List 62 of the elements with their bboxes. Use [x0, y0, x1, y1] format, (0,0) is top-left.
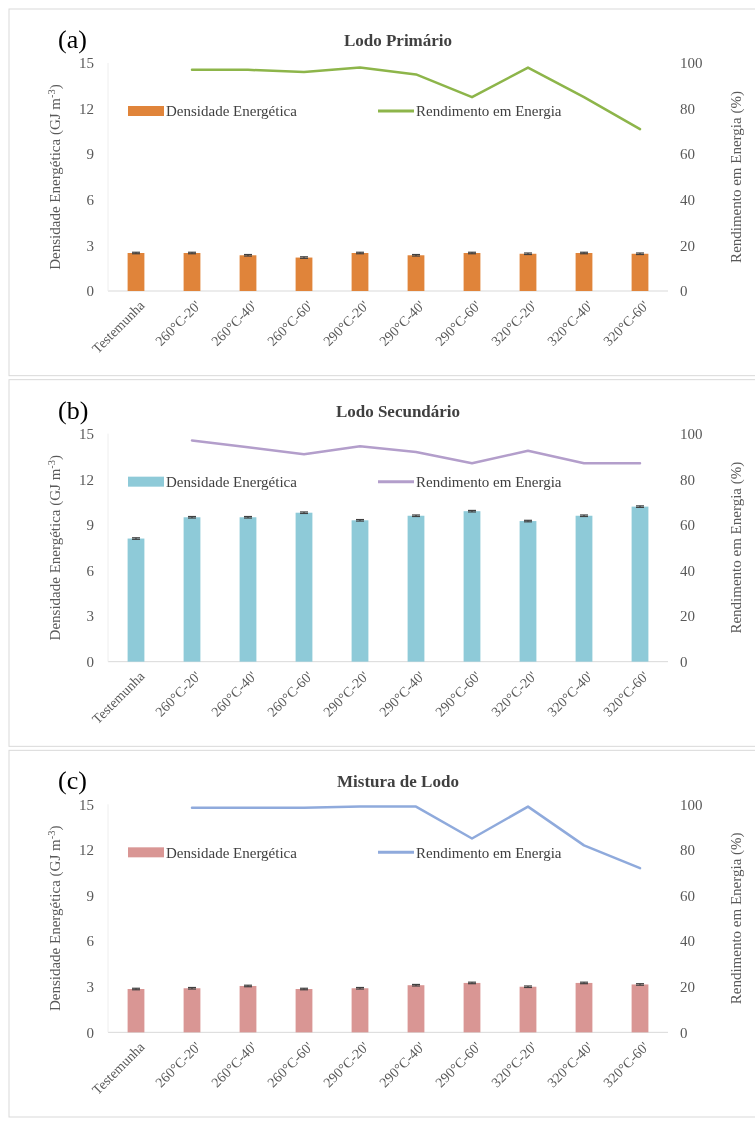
- bar: [183, 517, 201, 662]
- bar: [463, 511, 481, 662]
- y2-tick-label: 20: [680, 237, 695, 254]
- y2-tick-label: 20: [680, 978, 695, 995]
- legend-label: Densidade Energética: [166, 473, 298, 490]
- y2-axis-title: Rendimento em Energia (%): [728, 832, 745, 1005]
- legend-label: Rendimento em Energia: [416, 103, 562, 120]
- y2-tick-label: 0: [680, 1024, 688, 1041]
- y2-tick-label: 60: [680, 146, 695, 163]
- y2-tick-label: 40: [680, 562, 695, 579]
- y2-tick-label: 20: [680, 608, 695, 625]
- legend-label: Rendimento em Energia: [416, 473, 562, 490]
- y-tick-label: 9: [86, 517, 94, 534]
- chart-title: Lodo Secundário: [335, 401, 461, 421]
- y2-tick-label: 60: [680, 517, 695, 534]
- y-tick-label: 3: [86, 608, 94, 625]
- text: (b): [58, 395, 89, 425]
- y-tick-label: 0: [86, 653, 94, 670]
- chart-title: Lodo Primário: [343, 31, 453, 50]
- y-tick-label: 15: [79, 425, 94, 442]
- y-tick-label: 9: [86, 887, 94, 904]
- y-tick-label: 3: [86, 978, 94, 995]
- y-tick-label: 15: [79, 55, 94, 72]
- chart-title: Mistura de Lodo: [337, 772, 459, 792]
- y-tick-label: 6: [86, 562, 95, 579]
- y-tick-label: 9: [86, 146, 94, 163]
- bar: [351, 520, 369, 662]
- y-tick-label: 0: [86, 283, 94, 300]
- text: (c): [58, 766, 87, 796]
- y-tick-label: 3: [86, 237, 94, 254]
- legend-label: Rendimento em Energia: [416, 844, 562, 861]
- y-tick-label: 12: [79, 100, 94, 117]
- y2-tick-label: 80: [680, 100, 695, 117]
- y-tick-label: 15: [79, 796, 94, 813]
- y2-axis-title: Rendimento em Energia (%): [728, 461, 745, 634]
- y2-axis-title: Rendimento em Energia (%): [728, 91, 745, 263]
- text: (a): [58, 25, 87, 54]
- y-tick-label: 12: [79, 842, 94, 859]
- y2-tick-label: 80: [680, 842, 695, 859]
- bar: [239, 517, 257, 662]
- bar: [575, 515, 593, 662]
- y2-tick-label: 0: [680, 653, 688, 670]
- legend-label: Densidade Energética: [166, 844, 298, 861]
- bar: [631, 506, 649, 662]
- y2-tick-label: 100: [680, 796, 703, 813]
- bar: [127, 538, 145, 662]
- legend-label: Densidade Energética: [166, 103, 298, 120]
- y2-tick-label: 60: [680, 887, 695, 904]
- y-tick-label: 6: [86, 192, 95, 209]
- bar: [295, 512, 313, 662]
- line-series: [190, 439, 642, 465]
- y2-tick-label: 0: [680, 283, 688, 300]
- y2-tick-label: 100: [680, 55, 703, 72]
- y2-tick-label: 100: [680, 425, 703, 442]
- y-tick-label: 0: [86, 1024, 94, 1041]
- y2-tick-label: 40: [680, 192, 695, 209]
- y-tick-label: 6: [86, 933, 95, 950]
- bar: [519, 521, 537, 662]
- y2-tick-label: 80: [680, 471, 695, 488]
- bar: [407, 515, 425, 662]
- y-tick-label: 12: [79, 471, 94, 488]
- y2-tick-label: 40: [680, 933, 695, 950]
